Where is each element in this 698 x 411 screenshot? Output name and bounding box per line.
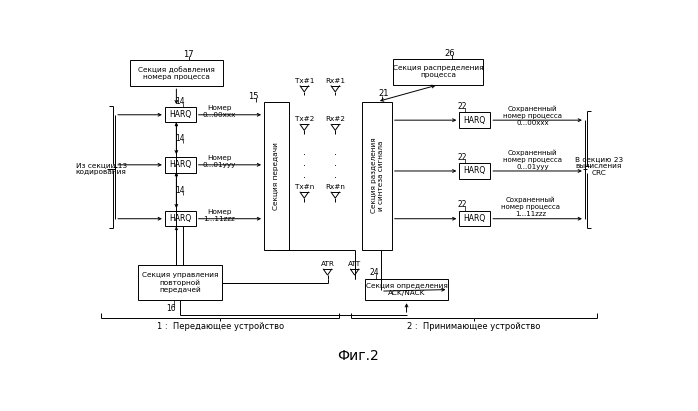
Text: Номер
0...01yyy: Номер 0...01yyy xyxy=(202,155,236,168)
Text: Tx#1: Tx#1 xyxy=(295,78,314,84)
FancyBboxPatch shape xyxy=(130,60,223,86)
Text: 22: 22 xyxy=(458,152,467,162)
Text: Секция определения
ACK/NACK: Секция определения ACK/NACK xyxy=(366,283,447,296)
Text: ·
·
·: · · · xyxy=(334,150,336,183)
Text: Rx#n: Rx#n xyxy=(325,184,346,190)
Text: 16: 16 xyxy=(166,304,176,312)
Text: Tx#n: Tx#n xyxy=(295,184,314,190)
Text: 15: 15 xyxy=(248,92,258,101)
Text: 22: 22 xyxy=(458,102,467,111)
Text: Номер
1...11zzz: Номер 1...11zzz xyxy=(203,209,235,222)
Text: Секция управления
повторной
передачей: Секция управления повторной передачей xyxy=(142,272,218,293)
FancyBboxPatch shape xyxy=(459,113,490,128)
FancyBboxPatch shape xyxy=(264,102,289,249)
FancyBboxPatch shape xyxy=(165,107,195,122)
Text: HARQ: HARQ xyxy=(463,166,486,175)
FancyBboxPatch shape xyxy=(165,157,195,173)
Text: HARQ: HARQ xyxy=(169,160,191,169)
Text: 24: 24 xyxy=(369,268,379,277)
FancyBboxPatch shape xyxy=(362,102,392,249)
Text: 1 :  Передающее устройство: 1 : Передающее устройство xyxy=(156,322,283,331)
Text: 14: 14 xyxy=(175,134,185,143)
Text: Номер
0...00xxx: Номер 0...00xxx xyxy=(202,105,236,118)
Text: HARQ: HARQ xyxy=(463,214,486,223)
Text: ·
·
·: · · · xyxy=(303,150,306,183)
Text: 21: 21 xyxy=(378,90,389,99)
Text: Секция передачи: Секция передачи xyxy=(274,142,279,210)
Text: Секция распределения
процесса: Секция распределения процесса xyxy=(393,65,484,78)
Text: Секция добавления
номера процесса: Секция добавления номера процесса xyxy=(138,66,215,80)
Text: 14: 14 xyxy=(175,186,185,195)
FancyBboxPatch shape xyxy=(165,211,195,226)
Text: 14: 14 xyxy=(175,97,185,106)
Text: HARQ: HARQ xyxy=(169,110,191,119)
Text: 17: 17 xyxy=(183,50,193,59)
Text: ATT: ATT xyxy=(348,261,361,267)
Text: HARQ: HARQ xyxy=(463,115,486,125)
Text: 22: 22 xyxy=(458,200,467,209)
Text: HARQ: HARQ xyxy=(169,214,191,223)
Text: Сохраненный
номер процесса
0...01yyy: Сохраненный номер процесса 0...01yyy xyxy=(503,150,563,171)
FancyBboxPatch shape xyxy=(459,163,490,179)
FancyBboxPatch shape xyxy=(394,58,483,85)
Text: Rx#1: Rx#1 xyxy=(325,78,346,84)
Text: Секция разделения
и синтеза сигнала: Секция разделения и синтеза сигнала xyxy=(371,138,384,213)
Text: ATR: ATR xyxy=(320,261,334,267)
FancyBboxPatch shape xyxy=(459,211,490,226)
FancyBboxPatch shape xyxy=(364,279,448,300)
FancyBboxPatch shape xyxy=(138,265,222,300)
Text: 2 :  Принимающее устройство: 2 : Принимающее устройство xyxy=(408,322,541,331)
Text: 26: 26 xyxy=(445,48,455,58)
Text: Tx#2: Tx#2 xyxy=(295,116,314,122)
Text: Фиг.2: Фиг.2 xyxy=(337,349,378,363)
Text: В секцию 23
вычисления
CRC: В секцию 23 вычисления CRC xyxy=(574,156,623,176)
Text: Сохраненный
номер процесса
1...11zzz: Сохраненный номер процесса 1...11zzz xyxy=(501,196,560,217)
Text: Rx#2: Rx#2 xyxy=(325,116,346,122)
Text: Из секции 13
кодирования: Из секции 13 кодирования xyxy=(75,162,127,175)
Text: Сохраненный
номер процесса
0...00xxx: Сохраненный номер процесса 0...00xxx xyxy=(503,105,563,126)
